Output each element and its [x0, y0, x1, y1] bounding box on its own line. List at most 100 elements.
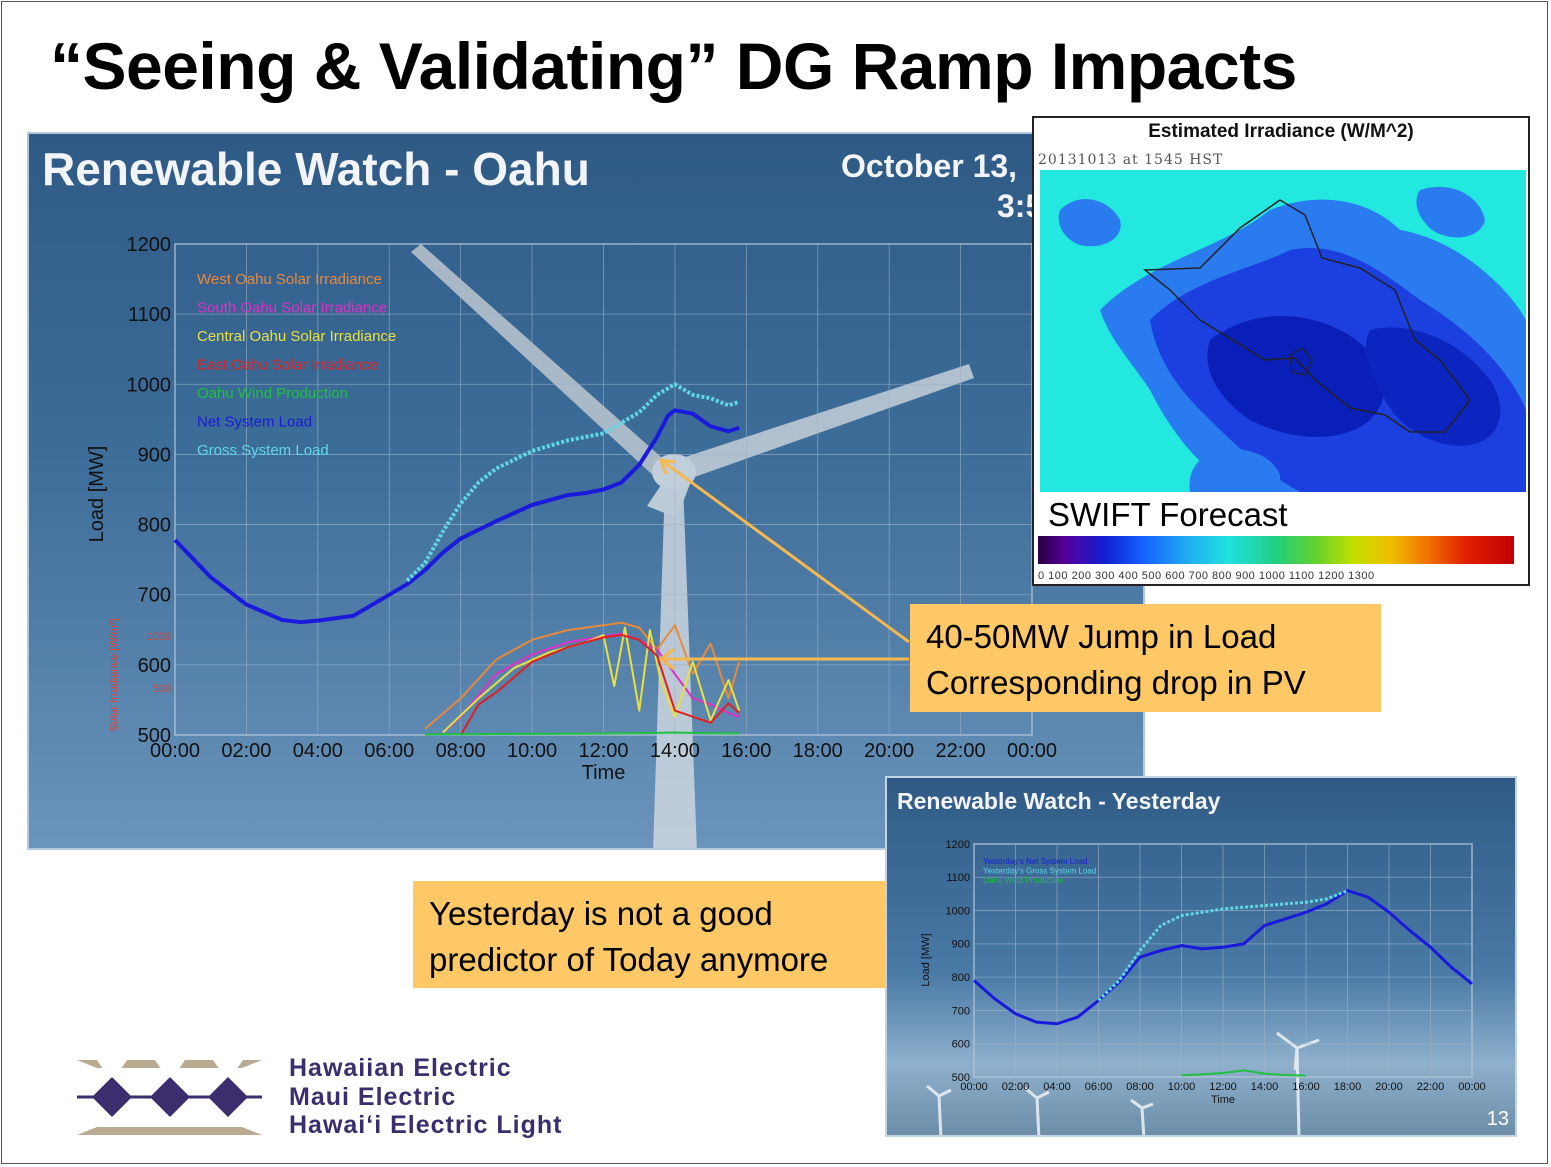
irradiance-scale-ticks: 0 100 200 300 400 500 600 700 800 900 10…	[1038, 570, 1375, 582]
x-tick-label: 06:00	[364, 740, 414, 762]
legend-entry-yesterday-s-net-system-load: Yesterday's Net System Load	[983, 857, 1087, 866]
y-tick-label: 500	[138, 725, 171, 747]
y-tick-label: 800	[952, 972, 970, 984]
swift-forecast-label: SWIFT Forecast	[1048, 496, 1288, 533]
yesterday-series	[973, 889, 1473, 1077]
annotation-arrows	[658, 458, 910, 671]
y-tick-label: 1000	[127, 374, 172, 396]
callout-load-jump-line1: 40-50MW Jump in Load	[926, 618, 1277, 655]
secondary-axis-label: Solar Irradiance [W/m²]	[108, 618, 120, 731]
x-tick-label: 14:00	[1251, 1081, 1279, 1093]
x-tick-label: 22:00	[1417, 1081, 1445, 1093]
x-tick-label: 10:00	[1168, 1081, 1196, 1093]
irradiance-map	[1040, 170, 1526, 492]
x-tick-label: 08:00	[436, 740, 486, 762]
main-chart-panel: 00:00 02:00 04:00 06:00 08:00 10:00 12:00 14:00…	[27, 132, 1145, 850]
x-tick-label: 18:00	[1334, 1081, 1362, 1093]
series-line-oahu-wind-production	[424, 731, 740, 736]
legend-entry-west-oahu-solar-irradiance: West Oahu Solar Irradiance	[197, 271, 382, 288]
yesterday-chart-svg: 00:00 02:00 04:00 06:00 08:00 10:00 12:00 14:00…	[920, 839, 1486, 1135]
callout-load-jump-line2: Corresponding drop in PV	[926, 664, 1306, 701]
x-tick-label: 12:00	[578, 740, 628, 762]
x-tick-label: 08:00	[1126, 1081, 1154, 1093]
swift-timestamp: 20131013 at 1545 HST	[1038, 152, 1224, 168]
x-tick-label: 00:00	[150, 740, 200, 762]
series-line-central-oahu-solar-irradiance	[442, 626, 741, 734]
slide-title: “Seeing & Validating” DG Ramp Impacts	[50, 29, 1297, 103]
y-tick-label: 900	[952, 939, 970, 951]
wind-turbine-graphic	[411, 244, 974, 848]
y-tick-label: 1100	[128, 304, 171, 326]
y-tick-label: 900	[138, 444, 171, 466]
callout-yesterday-line1: Yesterday is not a good	[429, 895, 773, 932]
yesterday-chart-panel: 00:00 02:00 04:00 06:00 08:00 10:00 12:00 14:00…	[885, 776, 1517, 1137]
x-tick-label: 16:00	[1292, 1081, 1320, 1093]
series-line-net-system-load	[173, 408, 740, 625]
x-tick-label: 04:00	[1043, 1081, 1071, 1093]
series-line-oahu-wind-production	[1181, 1069, 1307, 1077]
legend-entry-east-oahu-solar-irradiance: East Oahu Solar Irradiance	[197, 357, 378, 374]
x-tick-label: 02:00	[1002, 1081, 1030, 1093]
y-tick-label: 600	[138, 655, 171, 677]
callout-load-jump: 40-50MW Jump in Load Corresponding drop …	[910, 604, 1381, 712]
swift-forecast-panel: Estimated Irradiance (W/M^2) 20131013 at…	[1032, 116, 1530, 586]
x-axis-label: Time	[1211, 1094, 1235, 1106]
y-tick-label: 700	[952, 1005, 970, 1017]
company-logo-icon	[77, 1060, 262, 1135]
main-series	[173, 382, 741, 736]
company-name-maui-electric: Maui Electric	[289, 1082, 457, 1111]
company-names: Hawaiian Electric Maui Electric Hawai‘i …	[289, 1054, 562, 1140]
yesterday-axes: 00:00 02:00 04:00 06:00 08:00 10:00 12:00 14:00…	[920, 839, 1486, 1106]
secondary-tick-label: 1000	[147, 631, 171, 643]
x-tick-label: 12:00	[1209, 1081, 1237, 1093]
y-tick-label: 800	[138, 515, 171, 537]
yesterday-turbines	[926, 1031, 1320, 1135]
y-axis-label: Load [MW]	[920, 933, 932, 986]
x-tick-label: 22:00	[936, 740, 986, 762]
y-tick-label: 1000	[946, 905, 970, 917]
x-tick-label: 06:00	[1085, 1081, 1113, 1093]
company-name-hawaiian-electric: Hawaiian Electric	[289, 1054, 512, 1082]
yesterday-grid	[973, 843, 1473, 1078]
series-line-gross-system-load	[405, 382, 740, 583]
x-tick-label: 14:00	[650, 740, 700, 762]
yesterday-panel-title: Renewable Watch - Yesterday	[897, 788, 1221, 814]
company-name-hawaii-electric-light: Hawai‘i Electric Light	[289, 1111, 563, 1139]
y-axis-label: Load [MW]	[86, 446, 108, 543]
x-tick-label: 00:00	[1458, 1081, 1486, 1093]
legend-entry-oahu-wind-production: Oahu Wind Production	[197, 385, 348, 402]
x-tick-label: 00:00	[960, 1081, 988, 1093]
x-tick-label: 10:00	[507, 740, 557, 762]
swift-title: Estimated Irradiance (W/M^2)	[1148, 121, 1414, 142]
main-panel-date: October 13,	[841, 148, 1018, 184]
callout-yesterday: Yesterday is not a good predictor of Tod…	[413, 881, 888, 988]
y-tick-label: 500	[952, 1072, 970, 1084]
legend-entry-yesterday-s-gross-system-load: Yesterday's Gross System Load	[983, 867, 1096, 876]
x-axis-label: Time	[582, 762, 626, 784]
x-tick-label: 00:00	[1007, 740, 1057, 762]
main-legend: West Oahu Solar Irradiance South Oahu Sol…	[197, 271, 396, 459]
main-chart-svg: 00:00 02:00 04:00 06:00 08:00 10:00 12:00 14:00…	[86, 234, 1057, 848]
series-line-yesterday-s-gross-system-load	[1097, 889, 1349, 1002]
irradiance-color-scale	[1038, 536, 1514, 564]
legend-entry-oahu-wind-production: Oahu Wind Production	[983, 876, 1064, 885]
series-line-yesterday-s-net-system-load	[973, 889, 1473, 1026]
x-tick-label: 20:00	[864, 740, 914, 762]
legend-entry-central-oahu-solar-irradiance: Central Oahu Solar Irradiance	[197, 328, 396, 345]
main-panel-title: Renewable Watch - Oahu	[42, 143, 590, 195]
series-line-west-oahu-solar-irradiance	[424, 621, 741, 730]
page-number: 13	[1486, 1108, 1509, 1130]
y-tick-label: 600	[952, 1039, 970, 1051]
main-grid	[174, 243, 1033, 736]
callout-yesterday-line2: predictor of Today anymore	[429, 941, 829, 978]
secondary-tick-label: 500	[153, 683, 171, 695]
x-tick-label: 04:00	[293, 740, 343, 762]
x-tick-label: 16:00	[721, 740, 771, 762]
legend-entry-south-oahu-solar-irradiance: South Oahu Solar Irradiance	[197, 300, 387, 317]
x-tick-label: 18:00	[793, 740, 843, 762]
main-axes: 00:00 02:00 04:00 06:00 08:00 10:00 12:00 14:00…	[86, 234, 1057, 784]
x-tick-label: 20:00	[1375, 1081, 1403, 1093]
legend-entry-net-system-load: Net System Load	[197, 414, 312, 431]
